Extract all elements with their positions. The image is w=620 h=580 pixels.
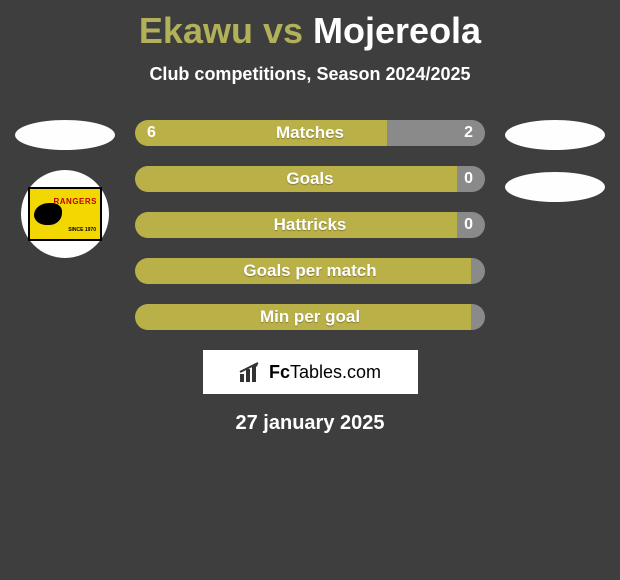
brand-text: FcTables.com <box>269 362 381 383</box>
stat-row: Goals per match <box>135 258 485 284</box>
stat-label: Min per goal <box>135 304 485 330</box>
title-sep: vs <box>263 10 303 51</box>
subtitle: Club competitions, Season 2024/2025 <box>0 64 620 85</box>
left-player-col: RANGERS SINCE 1970 <box>10 120 120 258</box>
comparison-content: RANGERS SINCE 1970 Matches62Goals0Hattri… <box>0 120 620 330</box>
stat-row: Matches6 2 <box>135 120 485 146</box>
stat-row: Min per goal <box>135 304 485 330</box>
stat-label: Hattricks <box>135 212 485 238</box>
stat-label: Goals <box>135 166 485 192</box>
stat-row: Goals0 <box>135 166 485 192</box>
title-left: Ekawu <box>139 10 253 51</box>
brand-logo: FcTables.com <box>203 350 418 394</box>
right-player-col <box>500 120 610 202</box>
title-right: Mojereola <box>313 10 481 51</box>
team-badge-wrap: RANGERS SINCE 1970 <box>21 170 109 258</box>
team-badge: RANGERS SINCE 1970 <box>28 187 102 241</box>
badge-text: RANGERS <box>53 197 97 206</box>
player-photo-placeholder <box>505 120 605 150</box>
stat-value-right: 2 <box>464 120 473 146</box>
stat-bars: Matches62Goals0Hattricks0Goals per match… <box>135 120 485 330</box>
badge-subtext: SINCE 1970 <box>68 227 96 233</box>
stat-value-right: 0 <box>464 166 473 192</box>
page-title: Ekawu vs Mojereola <box>0 0 620 52</box>
team-badge-placeholder <box>505 172 605 202</box>
stat-label: Matches <box>135 120 485 146</box>
stat-row: Hattricks0 <box>135 212 485 238</box>
snapshot-date: 27 january 2025 <box>0 412 620 435</box>
player-photo-placeholder <box>15 120 115 150</box>
panther-icon <box>34 203 62 225</box>
stat-value-right: 0 <box>464 212 473 238</box>
stat-value-left: 6 <box>147 120 156 146</box>
brand-suffix: Tables.com <box>290 362 381 382</box>
stat-label: Goals per match <box>135 258 485 284</box>
brand-prefix: Fc <box>269 362 290 382</box>
bars-icon <box>239 362 263 382</box>
